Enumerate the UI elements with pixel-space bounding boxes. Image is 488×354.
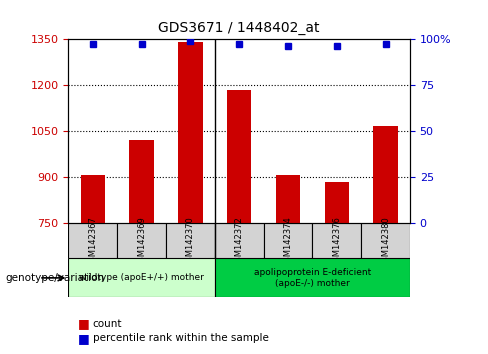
Bar — [227, 90, 251, 223]
Text: GSM142370: GSM142370 — [186, 216, 195, 267]
Text: ■: ■ — [78, 332, 90, 344]
Bar — [178, 42, 203, 223]
Bar — [264, 223, 312, 258]
Text: apolipoprotein E-deficient
(apoE-/-) mother: apolipoprotein E-deficient (apoE-/-) mot… — [254, 268, 371, 287]
Text: count: count — [93, 319, 122, 329]
Text: GSM142380: GSM142380 — [381, 216, 390, 267]
Text: ■: ■ — [78, 318, 90, 330]
Text: GSM142369: GSM142369 — [137, 216, 146, 267]
Text: GSM142374: GSM142374 — [284, 216, 292, 267]
Bar — [81, 176, 105, 223]
Bar — [166, 223, 215, 258]
Bar — [215, 258, 410, 297]
Bar — [325, 182, 349, 223]
Text: GSM142367: GSM142367 — [88, 216, 97, 267]
Text: GSM142372: GSM142372 — [235, 216, 244, 267]
Text: percentile rank within the sample: percentile rank within the sample — [93, 333, 268, 343]
Bar — [129, 140, 154, 223]
Title: GDS3671 / 1448402_at: GDS3671 / 1448402_at — [159, 21, 320, 35]
Bar — [373, 126, 398, 223]
Text: wildtype (apoE+/+) mother: wildtype (apoE+/+) mother — [79, 273, 204, 282]
Bar — [276, 176, 300, 223]
Bar — [117, 223, 166, 258]
Text: genotype/variation: genotype/variation — [5, 273, 104, 283]
Bar — [361, 223, 410, 258]
Bar — [68, 223, 117, 258]
Bar — [68, 258, 215, 297]
Text: GSM142376: GSM142376 — [332, 216, 341, 267]
Bar — [215, 223, 264, 258]
Bar — [312, 223, 361, 258]
